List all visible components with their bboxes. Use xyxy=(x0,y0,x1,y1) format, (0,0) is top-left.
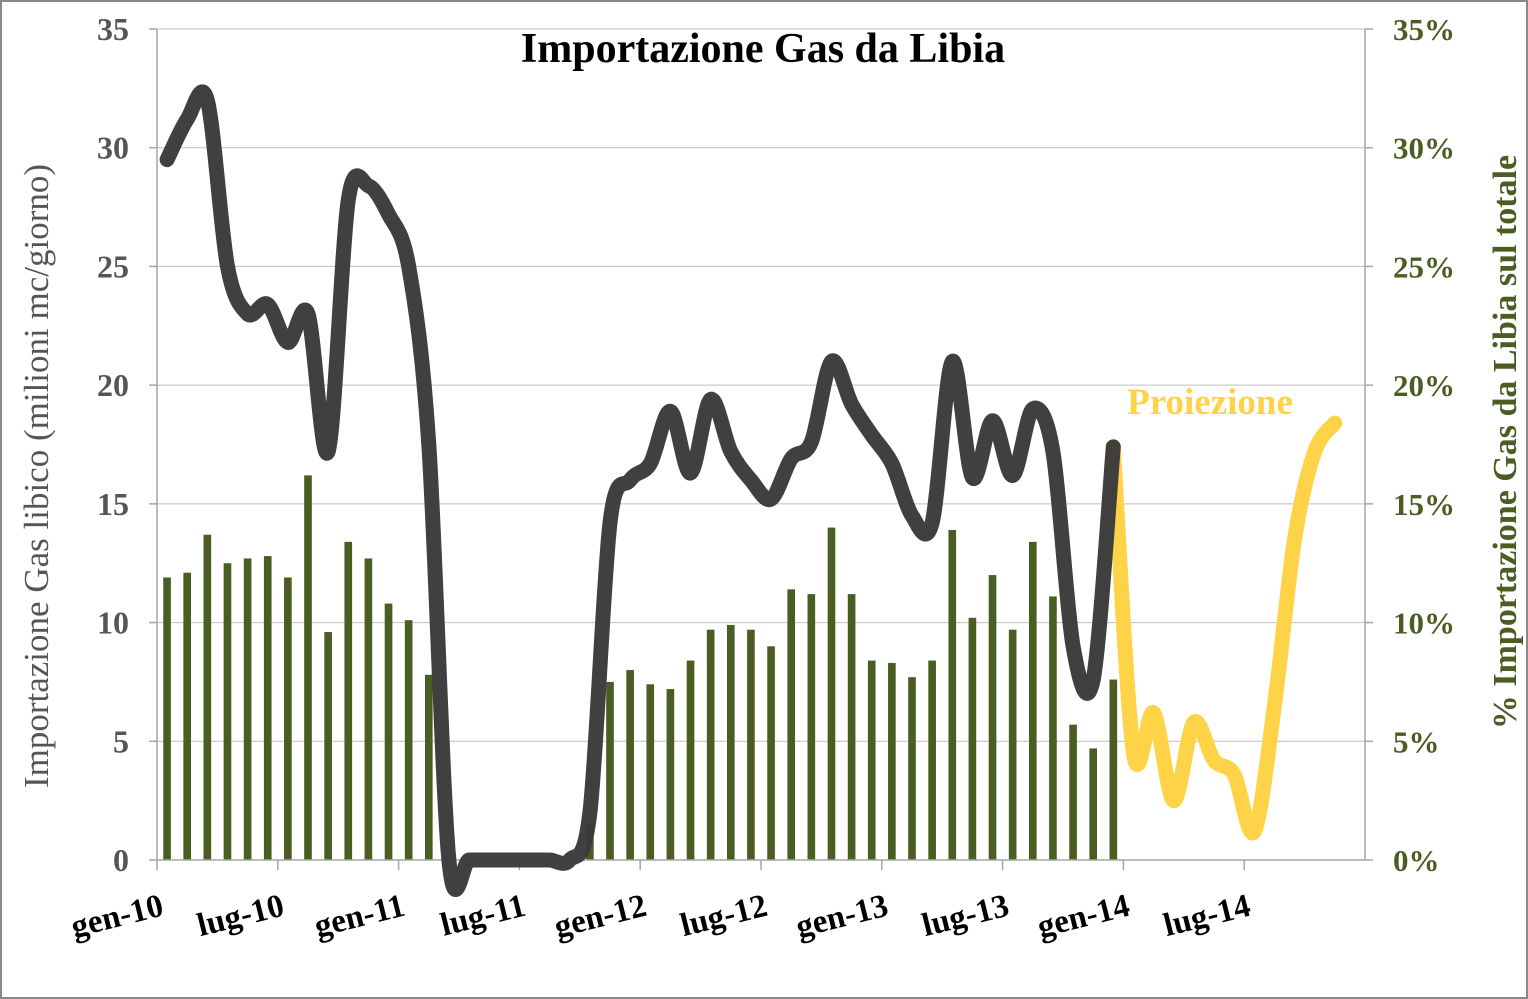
y-left-tick-label: 15 xyxy=(97,486,129,522)
bar xyxy=(1069,724,1077,860)
bar xyxy=(827,527,836,860)
bar xyxy=(364,558,373,860)
bar xyxy=(243,558,252,860)
y-right-tick-label: 0% xyxy=(1393,843,1440,878)
y-left-tick-label: 30 xyxy=(97,130,129,166)
y-right-tick-label: 15% xyxy=(1393,487,1455,522)
bar xyxy=(384,603,393,860)
bar xyxy=(807,594,816,860)
y-left-tick-label: 5 xyxy=(113,723,129,759)
bar xyxy=(626,670,634,860)
y-right-tick-label: 10% xyxy=(1393,606,1455,641)
bar xyxy=(988,575,997,860)
bar xyxy=(706,629,715,860)
bar xyxy=(304,475,312,860)
bar xyxy=(888,662,896,860)
bar xyxy=(1028,541,1037,860)
y-axis-right-label: % Importazione Gas da Libia sul totale xyxy=(1487,155,1524,729)
y-left-tick-label: 20 xyxy=(97,367,129,403)
bar xyxy=(223,563,232,860)
y-right-tick-label: 35% xyxy=(1393,12,1455,47)
y-left-tick-label: 0 xyxy=(113,842,129,878)
bar xyxy=(263,556,272,860)
y-axis-left-label: Importazione Gas libico (milioni mc/gior… xyxy=(17,164,56,788)
bar xyxy=(606,681,614,860)
bar xyxy=(666,689,675,860)
y-right-tick-label: 30% xyxy=(1393,131,1455,166)
bar xyxy=(747,629,755,860)
bar xyxy=(908,677,916,860)
bar xyxy=(1109,679,1118,860)
chart-title: Importazione Gas da Libia xyxy=(521,26,1005,72)
bar xyxy=(767,646,775,860)
bar xyxy=(404,620,413,860)
bar xyxy=(203,534,212,860)
y-left-tick-label: 35 xyxy=(97,11,129,47)
bar xyxy=(424,674,433,860)
y-right-tick-label: 20% xyxy=(1393,368,1455,403)
bar xyxy=(1049,596,1057,860)
axes xyxy=(149,28,1373,870)
bar xyxy=(867,660,876,860)
bar xyxy=(968,617,977,860)
bar xyxy=(686,660,695,860)
y-left-tick-label: 10 xyxy=(97,605,129,641)
projection-label: Proiezione xyxy=(1127,382,1293,423)
bar xyxy=(726,624,735,860)
bar xyxy=(163,577,171,860)
y-right-tick-label: 5% xyxy=(1393,724,1440,759)
bar xyxy=(324,632,332,860)
bar xyxy=(646,684,655,860)
bar xyxy=(787,589,796,860)
bar xyxy=(284,577,292,860)
line-series xyxy=(159,84,1343,898)
bar xyxy=(948,529,957,860)
bar xyxy=(1089,748,1098,860)
bar xyxy=(183,572,192,860)
bar xyxy=(847,594,856,860)
import-line xyxy=(159,84,1121,898)
y-right-tick-label: 25% xyxy=(1393,249,1455,284)
bar xyxy=(928,660,936,860)
projection-line xyxy=(1105,415,1343,841)
bar xyxy=(344,541,353,860)
bar-series xyxy=(163,475,1118,860)
bar xyxy=(1008,629,1017,860)
y-left-tick-label: 25 xyxy=(97,248,129,284)
